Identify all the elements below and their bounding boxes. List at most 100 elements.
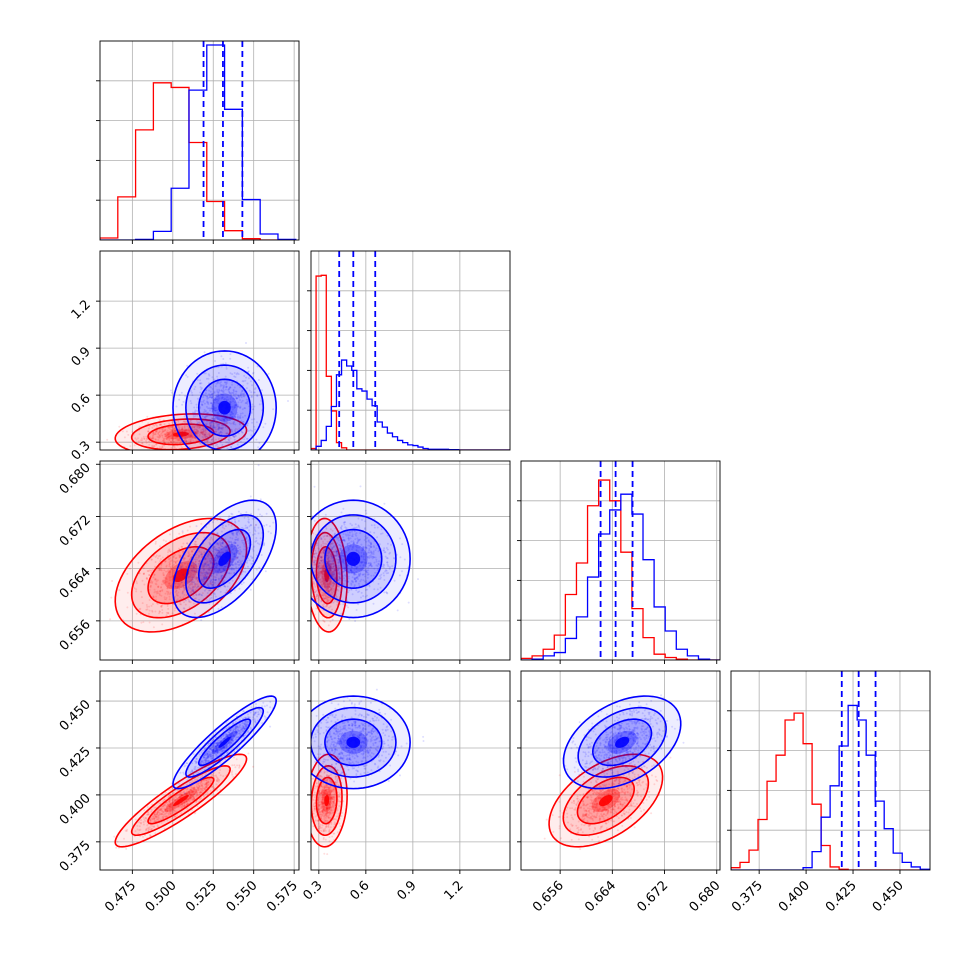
scatter-point: [340, 572, 343, 575]
scatter-point: [170, 810, 173, 812]
scatter-point: [188, 792, 191, 795]
scatter-point: [327, 532, 330, 535]
scatter-point: [340, 587, 343, 590]
scatter-point: [327, 583, 330, 585]
scatter-point: [313, 519, 316, 522]
scatter-point: [329, 588, 332, 591]
scatter-point: [247, 518, 250, 521]
scatter-point: [225, 563, 228, 566]
scatter-point: [370, 542, 372, 545]
scatter-point: [228, 572, 231, 575]
scatter-point: [370, 574, 373, 577]
scatter-point: [230, 545, 233, 548]
scatter-point: [237, 432, 240, 435]
scatter-point: [180, 430, 183, 433]
scatter-point: [145, 441, 148, 444]
scatter-point: [204, 788, 207, 791]
scatter-point: [155, 591, 158, 593]
scatter-point: [213, 417, 216, 420]
scatter-point: [333, 554, 336, 557]
scatter-point: [203, 589, 206, 592]
scatter-point: [312, 580, 315, 583]
scatter-point: [189, 435, 192, 438]
scatter-point: [347, 580, 349, 583]
scatter-point: [355, 567, 358, 570]
scatter-point: [208, 585, 211, 588]
scatter-point: [169, 591, 172, 594]
scatter-point: [334, 576, 337, 579]
scatter-point: [317, 594, 320, 597]
scatter-point: [148, 609, 151, 612]
scatter-point: [194, 560, 197, 563]
scatter-point: [183, 801, 186, 804]
scatter-point: [226, 418, 229, 421]
scatter-point: [163, 569, 166, 572]
scatter-point: [197, 585, 200, 588]
scatter-point: [215, 778, 218, 781]
scatter-point: [187, 551, 190, 554]
scatter-point: [170, 434, 173, 437]
scatter-point: [313, 559, 316, 562]
scatter-point: [160, 446, 163, 449]
scatter-point: [357, 573, 360, 575]
scatter-point: [342, 552, 345, 555]
scatter-point: [207, 583, 210, 586]
scatter-point: [157, 818, 159, 821]
scatter-point: [218, 569, 221, 572]
scatter-point: [236, 414, 239, 416]
scatter-point: [188, 580, 191, 583]
scatter-point: [179, 583, 182, 585]
scatter-point: [206, 790, 209, 793]
scatter-point: [159, 554, 162, 557]
scatter-point: [185, 437, 187, 440]
scatter-point: [325, 554, 328, 557]
scatter-point: [118, 425, 121, 428]
scatter-point: [232, 541, 235, 544]
scatter-point: [326, 584, 329, 587]
scatter-point: [327, 564, 330, 567]
scatter-point: [338, 543, 341, 546]
scatter-point: [212, 583, 215, 586]
scatter-point: [213, 774, 216, 777]
scatter-point: [189, 788, 192, 791]
scatter-point: [171, 817, 174, 820]
scatter-point: [237, 401, 240, 404]
scatter-point: [229, 587, 231, 590]
scatter-point: [179, 795, 181, 798]
scatter-point: [314, 562, 316, 565]
scatter-point: [357, 568, 359, 571]
scatter-point: [239, 570, 242, 573]
scatter-point: [187, 575, 190, 578]
scatter-point: [138, 821, 141, 824]
scatter-point: [364, 527, 366, 530]
scatter-point: [327, 590, 330, 593]
scatter-point: [350, 571, 353, 574]
scatter-point: [226, 441, 229, 444]
scatter-point: [190, 564, 193, 567]
scatter-point: [205, 415, 208, 418]
scatter-point: [148, 588, 151, 591]
scatter-point: [194, 385, 197, 388]
scatter-point: [360, 555, 363, 558]
scatter-point: [210, 569, 213, 572]
scatter-point: [318, 574, 321, 577]
scatter-point: [350, 569, 353, 572]
scatter-point: [337, 579, 339, 582]
scatter-point: [205, 420, 208, 423]
scatter-point: [224, 525, 227, 528]
scatter-point: [217, 427, 220, 430]
scatter-point: [218, 382, 221, 385]
scatter-point: [386, 534, 389, 537]
scatter-point: [154, 433, 156, 435]
scatter-point: [160, 566, 163, 569]
scatter-point: [237, 550, 240, 553]
scatter-point: [179, 567, 181, 569]
scatter-point: [326, 600, 329, 603]
scatter-point: [208, 423, 211, 426]
panel-grid: [521, 461, 720, 660]
scatter-point: [220, 381, 222, 384]
scatter-point: [162, 430, 165, 433]
scatter-point: [312, 577, 314, 580]
scatter-point: [170, 812, 173, 815]
scatter-point: [207, 563, 210, 566]
